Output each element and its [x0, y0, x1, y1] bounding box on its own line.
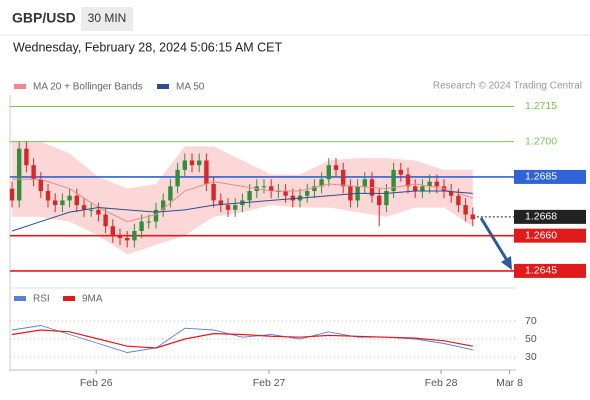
candle-body	[341, 169, 346, 187]
x-tick-label: Mar 8	[496, 377, 523, 389]
candle-body	[391, 169, 396, 192]
candle-body	[319, 179, 324, 187]
candle-body	[146, 221, 151, 223]
candle-body	[211, 183, 216, 201]
candle-body	[182, 160, 187, 170]
subtitle: Wednesday, February 28, 2024 5:06:15 AM …	[13, 40, 282, 54]
level-label: 1.2700	[525, 135, 557, 147]
candle-body	[204, 160, 209, 184]
level-box	[514, 209, 586, 224]
legend-label: 9MA	[82, 294, 103, 305]
level-box	[514, 228, 586, 243]
forecast-arrowhead	[501, 256, 512, 270]
candle-body	[398, 169, 403, 175]
candle-body	[413, 186, 418, 192]
candle-body	[405, 174, 411, 187]
candle-body	[168, 186, 173, 201]
candle-body	[74, 195, 79, 206]
level-label: 1.2685	[525, 171, 557, 183]
candle-body	[161, 200, 166, 210]
legend-label: RSI	[33, 294, 50, 305]
candle-body	[53, 200, 58, 206]
candle-body	[110, 226, 115, 236]
candle-body	[362, 179, 367, 187]
candle-body	[153, 209, 159, 222]
candle-body	[225, 205, 231, 210]
candle-body	[117, 235, 123, 239]
candle-body	[420, 186, 425, 192]
candle-body	[60, 200, 65, 206]
candle-body	[218, 200, 223, 206]
x-tick-label: Feb 26	[80, 377, 113, 389]
candle-body	[305, 191, 310, 196]
forecast-arrow	[479, 217, 510, 263]
level-label: 1.2668	[525, 211, 557, 223]
legend-swatch	[157, 84, 169, 89]
source: Research © 2024 Trading Central	[433, 81, 582, 92]
candle-body	[261, 186, 267, 188]
candle-body	[31, 165, 36, 180]
candle-body	[290, 195, 295, 201]
candle-body	[427, 181, 432, 187]
candle-body	[132, 230, 137, 241]
candle-body	[333, 165, 339, 170]
x-tick-label: Feb 28	[425, 377, 458, 389]
y-tick-label: 30	[525, 351, 537, 363]
candle-body	[377, 195, 382, 206]
candle-body	[247, 191, 252, 201]
ma-line	[11, 190, 473, 232]
x-tick-label: Feb 27	[253, 377, 286, 389]
candle-body	[326, 165, 331, 180]
candle-body	[89, 209, 94, 211]
candle-body	[175, 169, 180, 187]
candle-body	[81, 205, 87, 210]
legend-swatch	[14, 84, 26, 89]
y-tick-label: 50	[525, 333, 537, 345]
candle-body	[38, 179, 43, 192]
candle-body	[233, 205, 238, 210]
candle-body	[348, 186, 353, 201]
candle-body	[269, 186, 274, 192]
level-box	[514, 169, 586, 184]
candle-body	[197, 160, 202, 166]
legend-swatch	[14, 296, 26, 301]
timeframe-box	[81, 7, 133, 31]
candle-body	[96, 209, 101, 215]
legend-label: MA 20 + Bollinger Bands	[33, 82, 143, 93]
candle-body	[456, 195, 461, 206]
candle-body	[125, 238, 130, 241]
candle-body	[17, 148, 22, 201]
ma-line	[12, 178, 473, 223]
timeframe: 30 MIN	[88, 11, 127, 25]
candle-body	[470, 214, 475, 220]
indicator-line	[11, 329, 473, 349]
candle-body	[449, 191, 454, 196]
level-box	[514, 263, 586, 278]
candle-body	[103, 214, 108, 227]
candle-body	[283, 191, 288, 196]
legend-swatch	[63, 296, 75, 301]
candle-body	[45, 191, 51, 201]
candle-body	[139, 221, 144, 231]
candle-body	[312, 186, 317, 192]
level-label: 1.2660	[525, 229, 557, 241]
level-label: 1.2645	[525, 265, 557, 277]
symbol: GBP/USD	[12, 10, 76, 26]
candle-body	[67, 195, 72, 201]
level-label: 1.2715	[525, 100, 557, 112]
candle-body	[434, 181, 439, 187]
candle-body	[9, 188, 15, 201]
y-tick-label: 70	[525, 315, 537, 327]
candle-body	[24, 148, 29, 166]
candle-body	[384, 191, 389, 206]
legend-label: MA 50	[176, 82, 205, 93]
candle-body	[189, 160, 195, 166]
candle-body	[463, 205, 468, 215]
